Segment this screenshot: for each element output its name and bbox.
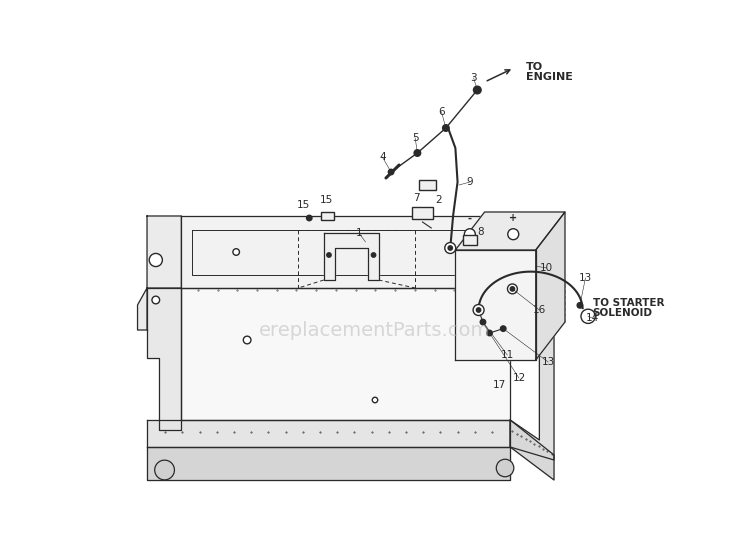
Circle shape [448,246,452,250]
Circle shape [149,253,163,266]
Circle shape [154,460,175,480]
Polygon shape [455,212,565,250]
Circle shape [509,230,518,238]
Text: 2: 2 [435,195,442,205]
Polygon shape [137,216,182,330]
Text: 16: 16 [532,305,546,315]
Text: 7: 7 [413,193,420,203]
Text: 13: 13 [542,357,555,367]
Bar [321,212,334,220]
Text: 10: 10 [540,263,554,273]
Text: 5: 5 [412,133,419,143]
Text: ereplacementParts.com: ereplacementParts.com [260,321,490,340]
Text: 3: 3 [470,73,477,83]
Text: -: - [468,213,472,223]
Text: 14: 14 [586,313,598,323]
Bar [412,207,434,219]
Polygon shape [455,250,536,360]
Circle shape [371,253,376,257]
Polygon shape [536,212,565,360]
Text: 13: 13 [579,273,592,283]
Circle shape [500,326,506,332]
Bar [464,235,477,245]
Polygon shape [324,233,379,280]
Text: 8: 8 [478,227,484,237]
Circle shape [473,86,482,94]
Polygon shape [147,288,182,430]
Polygon shape [510,420,554,480]
Polygon shape [182,288,510,420]
Text: 11: 11 [501,350,514,360]
Text: TO
ENGINE: TO ENGINE [526,61,573,82]
Circle shape [414,150,421,156]
Circle shape [473,305,484,316]
Text: 6: 6 [438,107,445,117]
Polygon shape [147,420,510,447]
Circle shape [510,287,515,291]
Text: 15: 15 [297,200,310,210]
Text: 1: 1 [356,228,362,238]
Circle shape [480,319,486,325]
Circle shape [508,229,519,239]
Circle shape [243,336,251,344]
Circle shape [152,296,160,304]
Text: TO STARTER
SOLENOID: TO STARTER SOLENOID [592,298,664,318]
Circle shape [581,309,596,323]
Bar [419,180,436,191]
Circle shape [466,230,474,238]
Text: 4: 4 [379,152,386,162]
Circle shape [233,249,239,255]
Circle shape [578,302,583,308]
Circle shape [487,330,492,336]
Text: 12: 12 [512,373,526,383]
Polygon shape [182,216,510,288]
Circle shape [388,169,394,175]
Circle shape [496,459,514,477]
Text: 17: 17 [493,380,506,390]
Text: 9: 9 [466,177,473,187]
Text: +: + [509,213,518,223]
Circle shape [464,229,476,239]
Circle shape [307,215,312,221]
Circle shape [445,243,456,254]
Circle shape [327,253,332,257]
Circle shape [476,308,481,312]
Polygon shape [510,216,554,460]
Polygon shape [147,447,510,480]
Circle shape [442,125,449,132]
Text: 15: 15 [320,195,333,205]
Circle shape [508,284,518,294]
Circle shape [372,397,378,403]
